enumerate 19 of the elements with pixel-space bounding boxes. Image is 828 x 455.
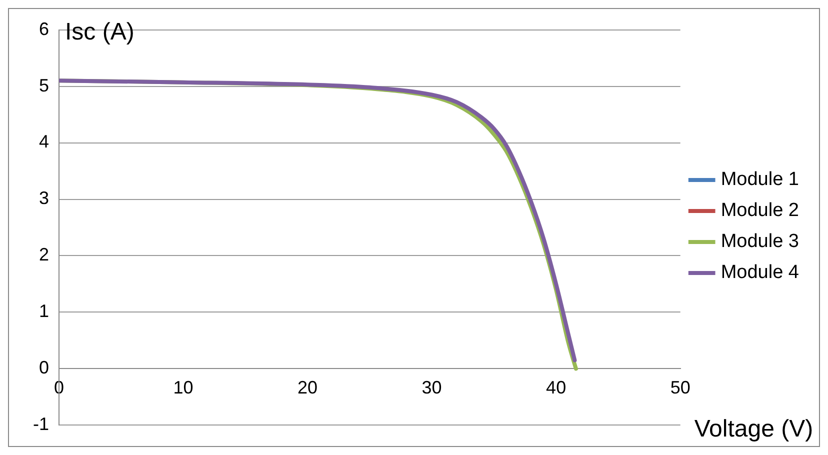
x-tick-label: 40 — [546, 377, 566, 398]
x-tick-label: 10 — [173, 377, 194, 398]
legend-label: Module 4 — [720, 262, 800, 284]
y-tick-label: 2 — [38, 244, 50, 265]
y-tick-label: 3 — [38, 188, 50, 208]
x-tick-label: 50 — [670, 377, 690, 398]
legend-label: Module 3 — [720, 231, 800, 252]
legend-label: Module 2 — [720, 200, 800, 222]
x-tick-label: 20 — [298, 377, 318, 398]
y-tick-label: 0 — [38, 358, 50, 378]
y-tick-label: 6 — [38, 18, 50, 39]
y-tick-label: 1 — [38, 301, 50, 322]
y-tick-label: 5 — [38, 75, 50, 96]
legend-label: Module 1 — [720, 169, 800, 190]
y-axis-title: Isc (A) — [65, 18, 134, 46]
y-tick-label: 4 — [38, 132, 50, 152]
x-axis-title: Voltage (V) — [694, 416, 814, 443]
x-tick-label: 30 — [422, 377, 442, 398]
y-tick-label: -1 — [32, 414, 50, 434]
